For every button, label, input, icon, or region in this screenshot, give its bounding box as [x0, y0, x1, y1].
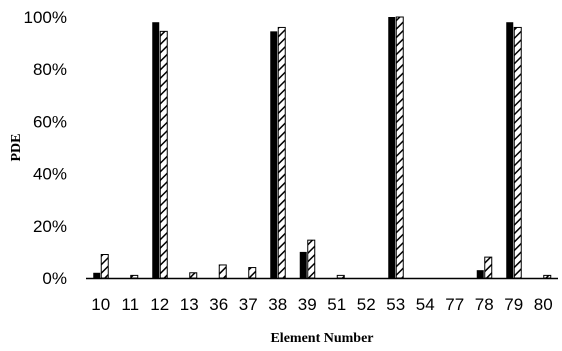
hatched-bar-80 — [543, 274, 552, 279]
y-tick-label: 100% — [24, 8, 67, 27]
x-tick-label: 77 — [445, 295, 464, 314]
hatched-bar-10 — [100, 254, 109, 279]
x-tick-label: 13 — [180, 295, 199, 314]
hatched-bar-79 — [513, 26, 522, 279]
y-tick-label: 0% — [42, 269, 67, 288]
hatched-bar-51 — [336, 274, 345, 279]
hatched-bar-53 — [395, 16, 404, 279]
x-axis-label: Element Number — [270, 331, 373, 346]
y-tick-label: 60% — [33, 112, 67, 131]
y-tick-label: 40% — [33, 165, 67, 184]
y-tick-label: 20% — [33, 217, 67, 236]
x-tick-label: 12 — [150, 295, 169, 314]
x-tick-label: 38 — [268, 295, 287, 314]
hatched-bar-13 — [189, 272, 198, 279]
x-tick-label: 39 — [298, 295, 317, 314]
x-tick-label: 51 — [327, 295, 346, 314]
bars — [93, 16, 552, 279]
x-tick-label: 78 — [475, 295, 494, 314]
hatched-bar-78 — [484, 256, 493, 279]
x-tick-label: 53 — [386, 295, 405, 314]
solid-bar-10 — [93, 272, 101, 278]
hatched-bar-12 — [159, 30, 168, 279]
hatched-bar-39 — [307, 239, 316, 279]
solid-bar-53 — [388, 17, 396, 278]
y-axis-ticks: 0% 20% 40% 60% 80% 100% — [24, 8, 67, 288]
hatched-bar-36 — [218, 264, 227, 279]
hatched-bar-11 — [130, 274, 139, 279]
solid-bar-12 — [152, 22, 160, 278]
x-tick-label: 36 — [209, 295, 228, 314]
x-tick-label: 10 — [91, 295, 110, 314]
x-tick-label: 80 — [534, 295, 553, 314]
y-tick-label: 80% — [33, 60, 67, 79]
x-tick-label: 11 — [121, 295, 139, 314]
solid-bar-39 — [299, 251, 307, 278]
solid-bar-79 — [506, 22, 514, 278]
x-axis-ticks: 10 11 12 13 36 37 38 39 51 52 53 54 77 78 79 80 — [91, 295, 552, 314]
x-tick-label: 52 — [357, 295, 376, 314]
solid-bar-38 — [270, 31, 278, 279]
y-axis-label: PDE — [9, 134, 24, 162]
hatched-bar-37 — [248, 267, 257, 279]
x-tick-label: 79 — [504, 295, 523, 314]
x-tick-label: 54 — [416, 295, 435, 314]
solid-bar-78 — [476, 270, 484, 278]
hatched-bar-38 — [277, 26, 286, 279]
x-tick-label: 37 — [239, 295, 258, 314]
